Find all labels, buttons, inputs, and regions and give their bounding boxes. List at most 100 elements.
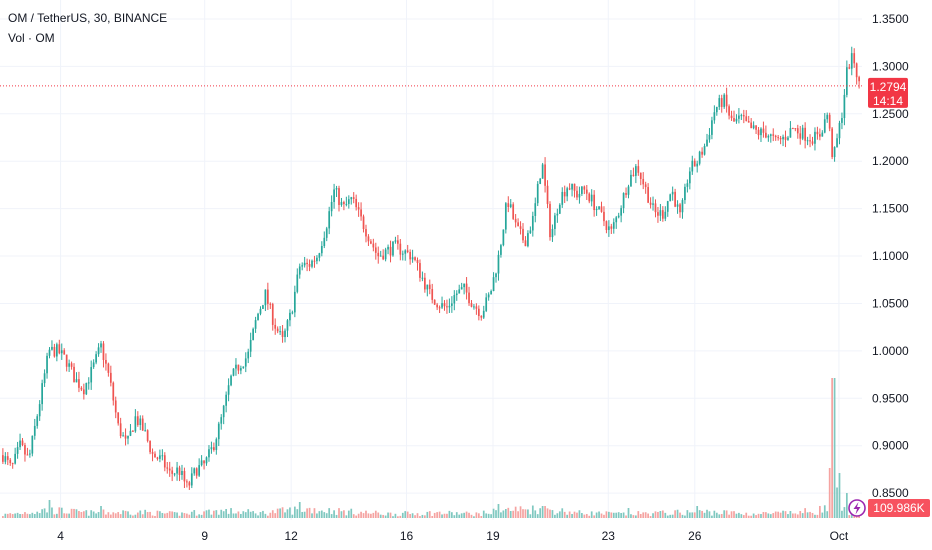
candle: [799, 126, 802, 145]
candle-body: [836, 138, 838, 148]
volume-bar: [632, 515, 635, 518]
candle-body: [718, 98, 721, 108]
volume-bar: [372, 512, 375, 518]
candle: [352, 192, 355, 204]
candle-body: [217, 423, 220, 440]
candle-body: [156, 457, 159, 459]
candle: [29, 449, 31, 458]
candle: [382, 249, 385, 261]
volume-bar: [821, 512, 824, 518]
candle-body: [745, 116, 748, 121]
candle: [497, 250, 500, 281]
candle: [387, 244, 389, 255]
candle-body: [350, 197, 353, 200]
current-price-badge-bg: [868, 77, 908, 108]
candle: [357, 202, 360, 217]
lightning-bolt-icon[interactable]: [848, 499, 866, 517]
candle-body: [355, 198, 358, 208]
volume-bar: [240, 513, 242, 518]
candle: [816, 126, 819, 140]
volume-bar: [75, 509, 78, 518]
volume-bar: [159, 511, 161, 518]
volume-bar: [738, 512, 740, 518]
candle-body: [249, 339, 252, 352]
candle-body: [33, 425, 36, 436]
candle: [674, 188, 676, 208]
volume-bar: [266, 515, 269, 518]
volume-bar: [544, 506, 546, 518]
volume-bar: [527, 509, 529, 518]
volume-bar: [801, 513, 804, 518]
candle-body: [173, 473, 176, 475]
candle-body: [465, 283, 468, 293]
volume-bar: [666, 515, 669, 518]
candle: [316, 255, 318, 265]
volume-bar: [276, 508, 279, 518]
candle-body: [215, 439, 218, 450]
candle: [473, 304, 475, 310]
volume-bar: [220, 509, 223, 518]
candle: [232, 368, 235, 377]
candle: [544, 157, 546, 193]
candle-body: [448, 305, 451, 308]
candle: [828, 112, 831, 132]
candle-body: [247, 351, 250, 359]
candle: [257, 312, 259, 321]
candle: [630, 170, 632, 187]
volume-bar: [782, 510, 784, 518]
volume-bar: [590, 511, 593, 518]
candle: [227, 378, 230, 402]
candle: [463, 283, 465, 295]
volume-bar: [377, 512, 380, 518]
volume-bar: [166, 512, 169, 518]
candle: [787, 135, 789, 141]
candle: [193, 467, 196, 476]
volume-bar: [16, 512, 19, 518]
candle: [308, 259, 311, 272]
candle: [365, 224, 367, 243]
candle: [200, 455, 203, 467]
time-tick-label: 4: [57, 529, 64, 543]
candle-body: [661, 210, 664, 219]
volume-legend[interactable]: Vol · OM: [8, 31, 55, 45]
volume-bar: [235, 513, 237, 518]
price-tick-label: 1.1000: [872, 249, 909, 263]
candle: [421, 271, 424, 282]
candle: [649, 197, 652, 209]
volume-bar: [536, 514, 539, 518]
candle: [26, 447, 29, 456]
volume-bar: [217, 514, 220, 518]
candle: [698, 150, 701, 166]
candle-body: [747, 120, 750, 123]
candle: [718, 94, 721, 110]
candle-body: [507, 203, 510, 207]
volume-bar: [838, 473, 841, 518]
volume-bar: [320, 510, 323, 518]
candle-body: [774, 135, 777, 138]
candle-body: [534, 203, 537, 216]
candle: [9, 458, 12, 466]
volume-bar: [60, 507, 63, 518]
candle: [578, 186, 581, 204]
candle: [794, 128, 797, 132]
candle-body: [664, 211, 667, 219]
volume-bar: [681, 514, 684, 518]
candle-body: [671, 191, 674, 195]
candle-body: [566, 188, 569, 197]
candle: [612, 218, 615, 234]
candle-body: [446, 306, 448, 308]
volume-bar: [259, 512, 262, 518]
candle: [33, 418, 36, 440]
candle-body: [615, 217, 618, 223]
volume-bar: [392, 516, 394, 518]
volume-bar: [765, 512, 767, 518]
candle: [738, 108, 740, 124]
volume-bar: [787, 514, 789, 518]
candle: [222, 404, 225, 425]
candle-body: [571, 183, 573, 190]
candle-body: [458, 289, 461, 294]
symbol-legend[interactable]: OM / TetherUS, 30, BINANCE: [8, 11, 168, 25]
candle-body: [853, 53, 856, 64]
